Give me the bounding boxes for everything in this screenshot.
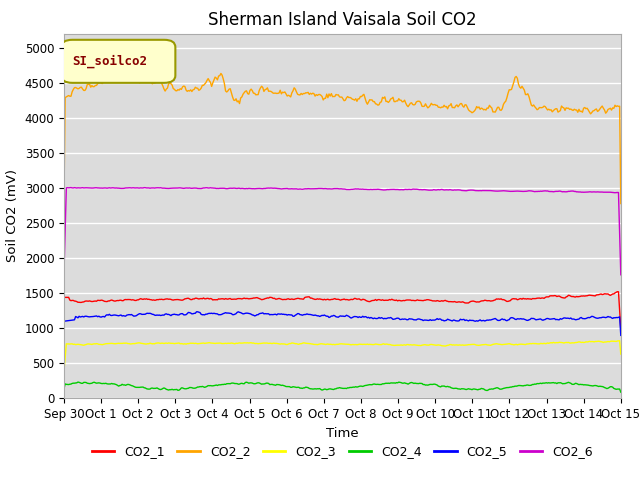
CO2_2 [217,71,225,76]
CO2_1 [614,289,621,295]
CO2_5 [617,333,625,338]
CO2_6 [617,272,625,277]
X-axis label: Time: Time [326,427,358,440]
CO2_1 [617,326,625,332]
CO2_3 [566,340,573,346]
CO2_5 [567,315,575,321]
CO2_6 [234,185,242,191]
CO2_4 [234,381,242,387]
CO2_2 [60,194,68,200]
CO2_1 [234,296,241,301]
Line: CO2_2: CO2_2 [64,73,621,204]
CO2_4 [399,380,407,386]
CO2_4 [470,386,478,392]
CO2_6 [399,187,407,192]
CO2_3 [295,341,303,347]
CO2_2 [399,99,407,105]
CO2_4 [617,389,625,395]
CO2_3 [60,368,68,374]
CO2_5 [60,318,68,324]
CO2_1 [566,293,573,299]
CO2_5 [193,309,200,315]
CO2_2 [234,98,242,104]
CO2_6 [567,188,575,194]
CO2_4 [567,380,575,386]
CO2_2 [470,108,478,114]
CO2_5 [234,309,242,315]
CO2_1 [469,298,477,304]
CO2_5 [296,312,304,317]
CO2_1 [372,297,380,302]
CO2_6 [67,185,75,191]
CO2_3 [234,340,241,346]
CO2_3 [616,338,623,344]
CO2_2 [373,101,381,107]
CO2_4 [373,382,381,387]
CO2_5 [399,316,407,322]
CO2_2 [296,92,304,98]
Title: Sherman Island Vaisala Soil CO2: Sherman Island Vaisala Soil CO2 [208,11,477,29]
CO2_4 [60,386,68,392]
CO2_3 [617,351,625,357]
CO2_3 [372,341,380,347]
Text: SI_soilco2: SI_soilco2 [72,55,147,68]
CO2_5 [470,318,478,324]
CO2_6 [296,186,304,192]
CO2_5 [373,316,381,322]
Y-axis label: Soil CO2 (mV): Soil CO2 (mV) [6,169,19,263]
FancyBboxPatch shape [61,40,175,83]
CO2_4 [296,385,304,391]
CO2_6 [470,188,478,193]
Legend: CO2_1, CO2_2, CO2_3, CO2_4, CO2_5, CO2_6: CO2_1, CO2_2, CO2_3, CO2_4, CO2_5, CO2_6 [86,440,598,463]
CO2_1 [399,298,406,304]
CO2_6 [373,187,381,192]
Line: CO2_1: CO2_1 [64,292,621,329]
CO2_1 [60,295,68,300]
CO2_3 [399,342,406,348]
CO2_6 [60,269,68,275]
Line: CO2_3: CO2_3 [64,341,621,371]
CO2_3 [469,341,477,347]
CO2_2 [617,201,625,206]
Line: CO2_4: CO2_4 [64,382,621,392]
CO2_4 [74,379,82,385]
Line: CO2_6: CO2_6 [64,188,621,275]
CO2_2 [567,106,575,112]
Line: CO2_5: CO2_5 [64,312,621,336]
CO2_1 [295,296,303,301]
